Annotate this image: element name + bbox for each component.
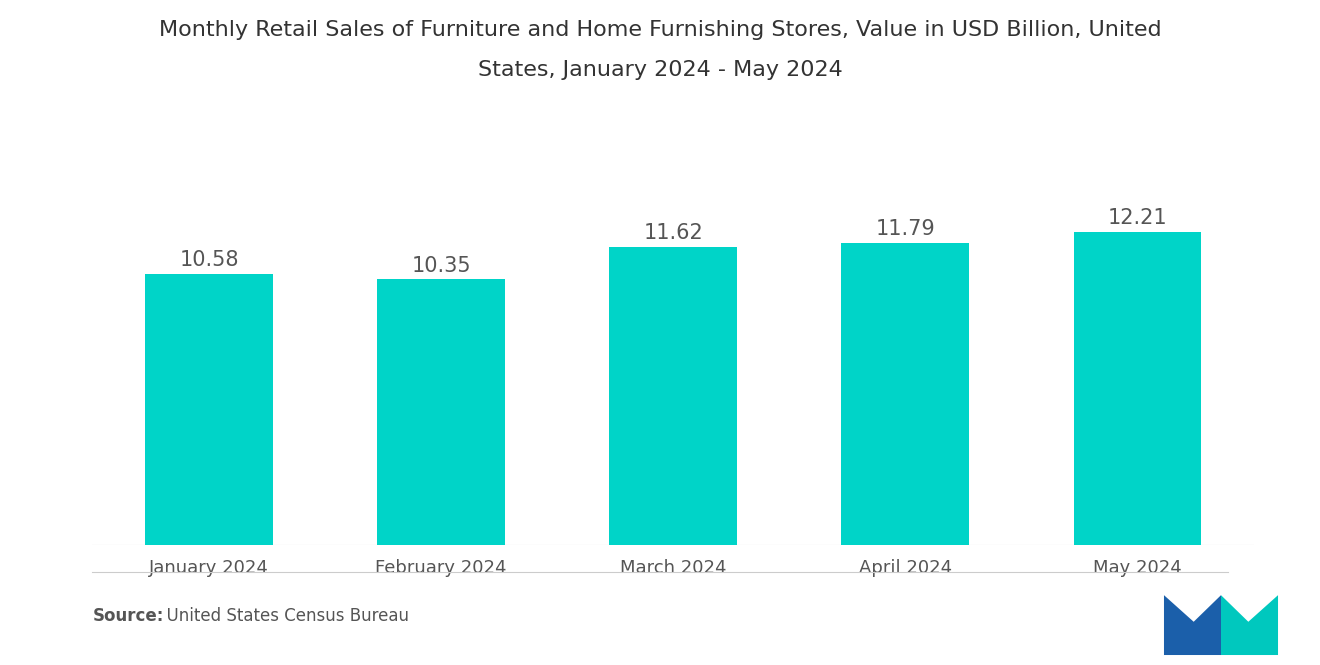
Bar bbox=[378, 279, 506, 545]
Text: 10.58: 10.58 bbox=[180, 250, 239, 270]
Text: 11.62: 11.62 bbox=[643, 223, 704, 243]
Text: United States Census Bureau: United States Census Bureau bbox=[156, 607, 409, 625]
Text: 10.35: 10.35 bbox=[412, 255, 471, 275]
Bar bbox=[841, 243, 969, 545]
Text: Monthly Retail Sales of Furniture and Home Furnishing Stores, Value in USD Billi: Monthly Retail Sales of Furniture and Ho… bbox=[158, 20, 1162, 40]
Text: 12.21: 12.21 bbox=[1107, 208, 1167, 228]
Bar bbox=[1073, 231, 1201, 545]
Text: Source:: Source: bbox=[92, 607, 164, 625]
Text: 11.79: 11.79 bbox=[875, 219, 935, 239]
Bar bbox=[145, 273, 273, 545]
Bar bbox=[610, 247, 737, 545]
Text: States, January 2024 - May 2024: States, January 2024 - May 2024 bbox=[478, 60, 842, 80]
